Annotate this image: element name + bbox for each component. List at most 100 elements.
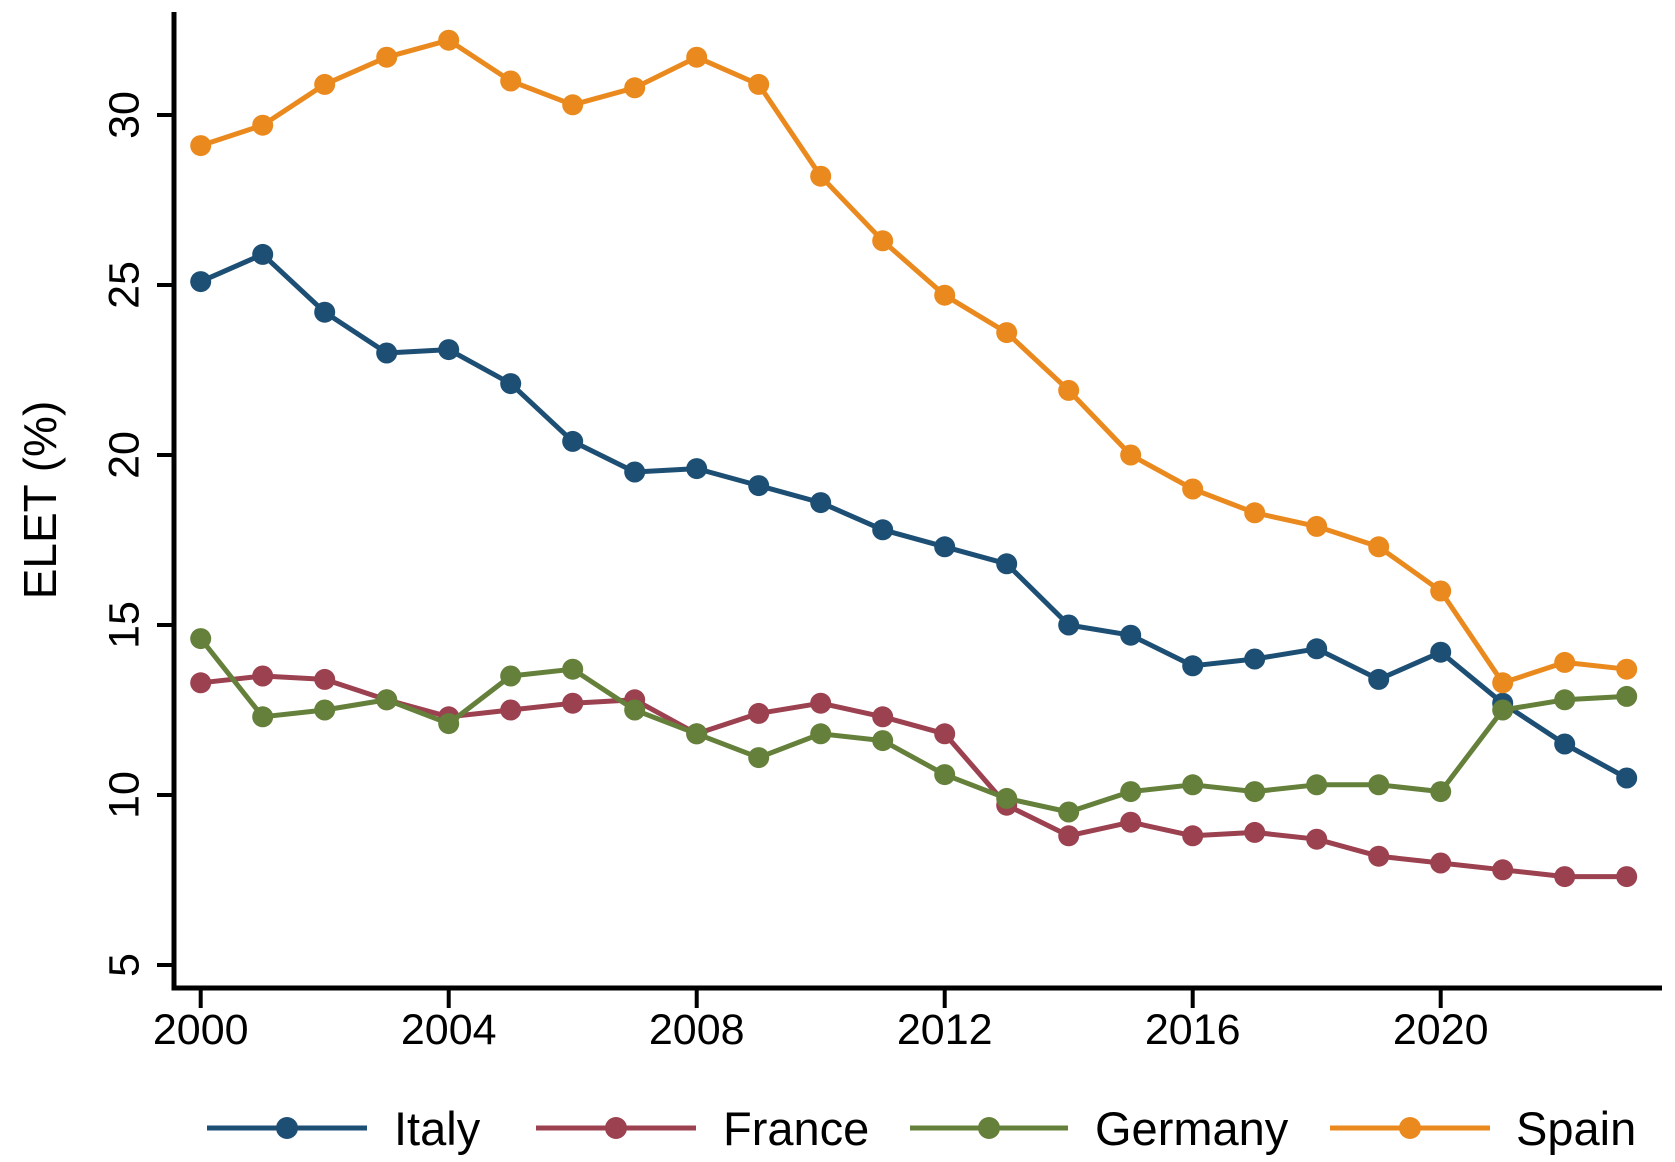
x-tick-label: 2008 [649, 1006, 745, 1054]
spain-point [1430, 580, 1452, 602]
germany-point [624, 699, 646, 721]
germany-point [1616, 685, 1638, 707]
italy-point [872, 519, 894, 541]
spain-point [810, 165, 832, 187]
germany-point [1306, 774, 1328, 796]
germany-point [314, 699, 336, 721]
y-axis-title: ELET (%) [14, 401, 66, 600]
italy-point [810, 492, 832, 514]
legend-item-label: Germany [1095, 1102, 1289, 1155]
germany-point [1244, 781, 1266, 803]
italy-point [500, 373, 522, 395]
y-tick-label: 25 [100, 261, 148, 309]
series-italy-line [198, 251, 1630, 781]
y-tick-label: 5 [100, 953, 148, 977]
germany-point [1182, 774, 1204, 796]
france-point [1306, 828, 1328, 850]
spain-point [1492, 672, 1514, 694]
germany-point [1554, 689, 1576, 711]
italy-point [1554, 733, 1576, 755]
series-spain-line [198, 37, 1630, 686]
spain-point [500, 70, 522, 92]
legend: Italy France Germany Spain [207, 1102, 1636, 1155]
italy-point [376, 342, 398, 364]
spain-point [438, 29, 460, 51]
legend-item-italy: Italy [207, 1102, 481, 1155]
france-point [1182, 825, 1204, 847]
spain-point [190, 135, 212, 157]
legend-item-label: France [723, 1102, 869, 1155]
x-tick-label: 2020 [1393, 1006, 1489, 1054]
legend-marker-icon [276, 1117, 298, 1139]
spain-point [1120, 444, 1142, 466]
spain-point [1616, 658, 1638, 680]
series-germany [190, 628, 1638, 823]
france-point [1244, 821, 1266, 843]
spain-point [1182, 478, 1204, 500]
germany-point [1120, 781, 1142, 803]
germany-point [686, 723, 708, 745]
y-tick-label: 30 [100, 91, 148, 139]
series-france [190, 665, 1638, 888]
germany-point [438, 713, 460, 735]
spain-point [686, 46, 708, 68]
legend-item-label: Italy [394, 1102, 481, 1155]
spain-point [748, 73, 770, 95]
italy-point [1616, 767, 1638, 789]
france-point [1616, 866, 1638, 888]
italy-point [1120, 624, 1142, 646]
germany-point [252, 706, 274, 728]
spain-point [872, 230, 894, 252]
legend-item-spain: Spain [1330, 1102, 1636, 1155]
y-tick-label: 15 [100, 601, 148, 649]
france-point [810, 692, 832, 714]
france-point [1430, 852, 1452, 874]
spain-point [1306, 515, 1328, 537]
spain-point [1244, 502, 1266, 524]
series-france-line [198, 673, 1630, 880]
germany-point [996, 787, 1018, 809]
legend-item-label: Spain [1516, 1102, 1636, 1155]
germany-point [376, 689, 398, 711]
germany-point [810, 723, 832, 745]
germany-point [748, 747, 770, 769]
italy-point [252, 243, 274, 265]
spain-point [624, 77, 646, 99]
italy-point [1368, 668, 1390, 690]
y-tick-label: 20 [100, 431, 148, 479]
france-point [1554, 866, 1576, 888]
legend-item-germany: Germany [910, 1102, 1289, 1155]
italy-point [314, 301, 336, 323]
france-point [1492, 859, 1514, 881]
x-tick-label: 2004 [401, 1006, 497, 1054]
france-point [1058, 825, 1080, 847]
france-point [1368, 845, 1390, 867]
spain-point [996, 322, 1018, 344]
italy-point [996, 553, 1018, 575]
germany-point [562, 658, 584, 680]
italy-point [1058, 614, 1080, 636]
germany-point [934, 764, 956, 786]
germany-point [1368, 774, 1390, 796]
germany-point [872, 730, 894, 752]
france-point [748, 702, 770, 724]
spain-point [376, 46, 398, 68]
spain-point [1554, 651, 1576, 673]
italy-point [562, 430, 584, 452]
italy-point [748, 475, 770, 497]
italy-point [438, 339, 460, 361]
spain-point [934, 284, 956, 306]
y-tick-label: 10 [100, 771, 148, 819]
italy-point [1306, 638, 1328, 660]
france-point [314, 668, 336, 690]
spain-point [1368, 536, 1390, 558]
italy-point [624, 461, 646, 483]
spain-point [1058, 379, 1080, 401]
series-italy [190, 243, 1638, 789]
germany-point [1058, 801, 1080, 823]
legend-marker-icon [605, 1117, 627, 1139]
italy-point [190, 271, 212, 293]
france-point [1120, 811, 1142, 833]
france-point [562, 692, 584, 714]
